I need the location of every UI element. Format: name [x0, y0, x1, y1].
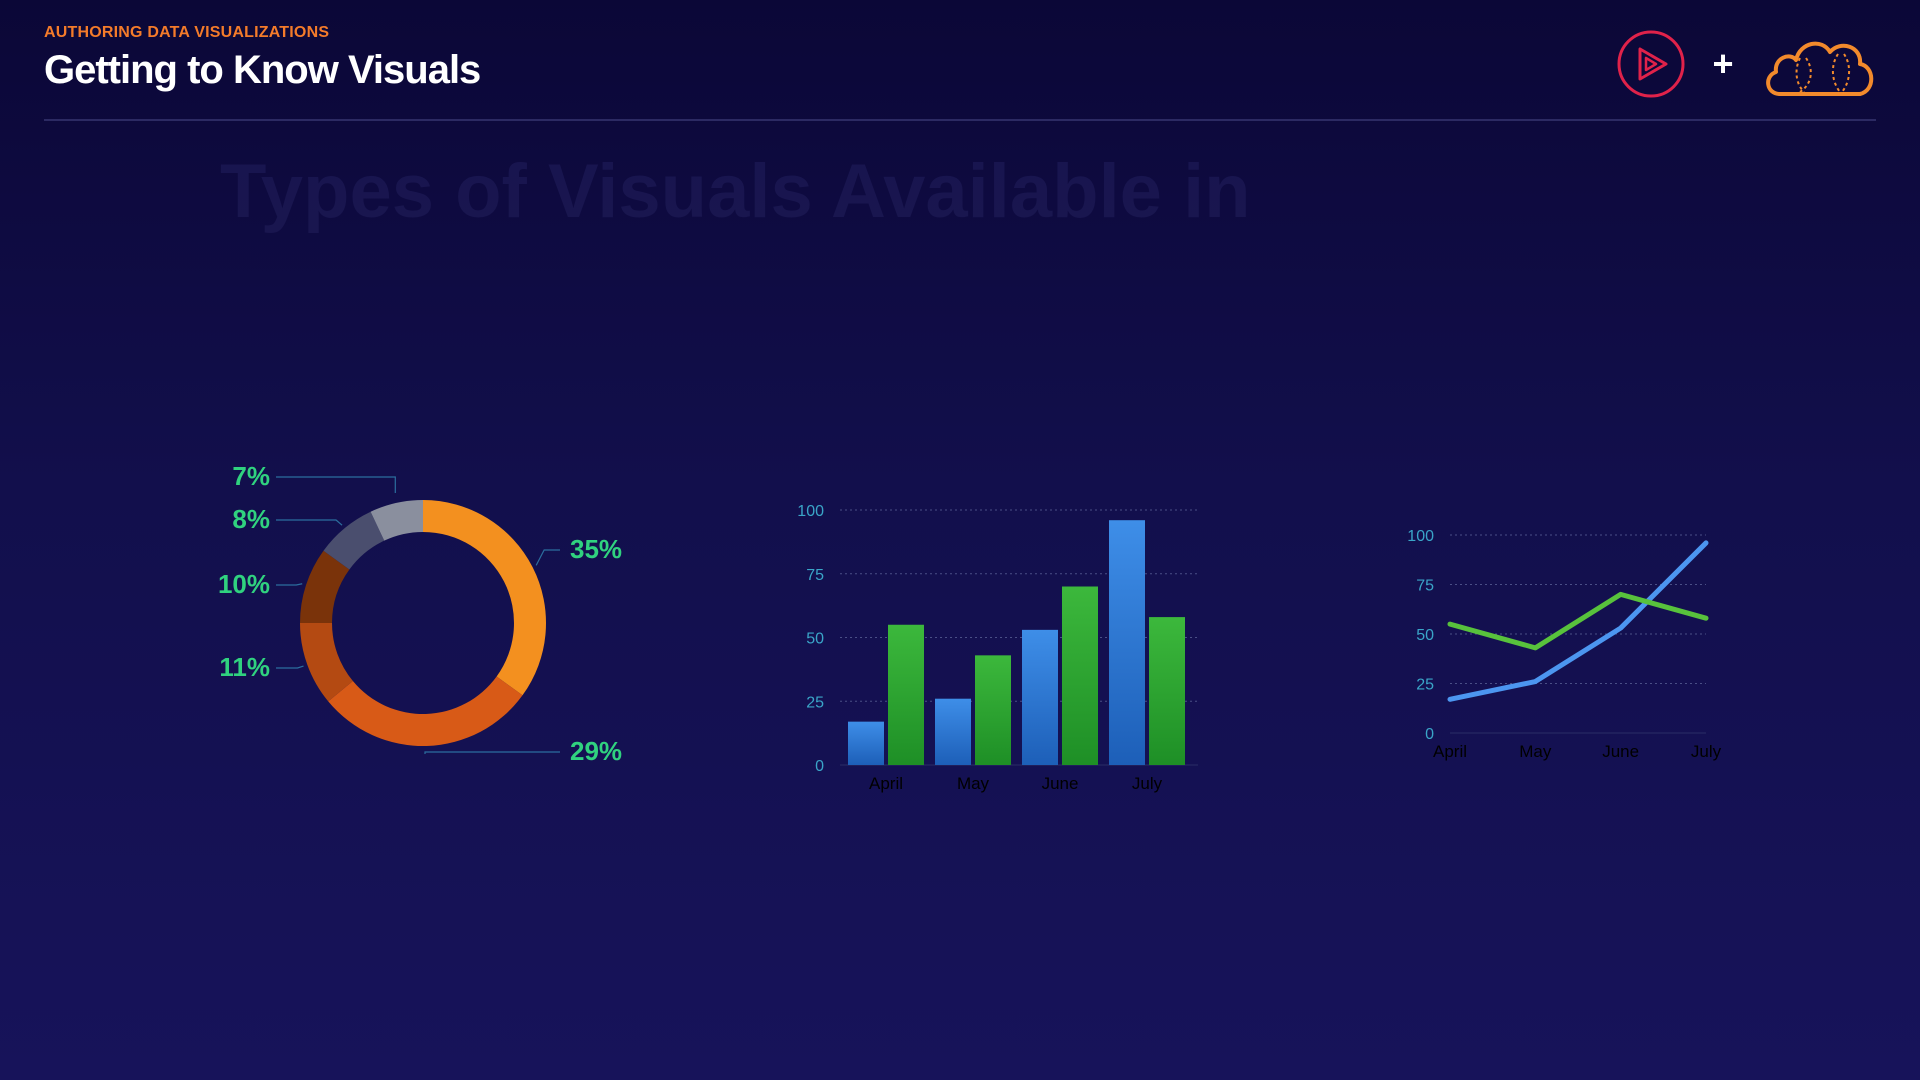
line-chart: 0 25 50 75 100 April May June July — [1407, 528, 1722, 761]
bar — [1149, 617, 1185, 765]
x-category-label: June — [1602, 742, 1639, 761]
bar — [848, 721, 884, 765]
donut-leader-line — [276, 476, 396, 494]
y-tick-label: 25 — [1416, 677, 1434, 694]
donut-leader-line — [424, 751, 560, 754]
bar — [935, 698, 971, 765]
brand-logos: + — [1616, 28, 1878, 100]
donut-slice — [423, 500, 546, 696]
header: AUTHORING DATA VISUALIZATIONS Getting to… — [44, 24, 481, 93]
y-tick-label: 100 — [797, 503, 824, 520]
donut-slice-label: 8% — [232, 504, 270, 534]
ghost-heading: Types of Visuals Available in — [220, 149, 1251, 234]
donut-leader-line — [276, 519, 343, 526]
donut-slice — [300, 623, 353, 702]
donut-slice — [323, 511, 385, 570]
play-logo-icon — [1617, 30, 1685, 98]
x-category-label: April — [869, 774, 903, 793]
donut-slice-label: 35% — [570, 534, 622, 564]
y-tick-label: 0 — [815, 758, 824, 775]
y-tick-label: 25 — [806, 694, 824, 711]
donut-leader-line — [276, 583, 303, 586]
donut-slice — [328, 676, 523, 746]
x-category-label: July — [1691, 742, 1722, 761]
donut-slice-label: 29% — [570, 736, 622, 766]
x-category-label: June — [1042, 774, 1079, 793]
y-tick-label: 75 — [1416, 578, 1434, 595]
bar — [888, 624, 924, 765]
donut-leader-line — [276, 665, 304, 669]
bar-chart: 0 25 50 75 100 April May June July — [797, 503, 1198, 793]
y-tick-label: 100 — [1407, 528, 1434, 545]
donut-slice-label: 11% — [219, 652, 270, 682]
donut-slice-label: 7% — [232, 461, 270, 491]
y-tick-label: 75 — [806, 567, 824, 584]
cloud-logo-icon — [1766, 41, 1874, 96]
header-divider — [44, 119, 1876, 121]
y-tick-label: 50 — [1416, 627, 1434, 644]
course-eyebrow: AUTHORING DATA VISUALIZATIONS — [44, 24, 330, 41]
bar — [1109, 520, 1145, 765]
donut-slice-label: 10% — [218, 569, 270, 599]
x-category-label: July — [1132, 774, 1163, 793]
bar — [975, 655, 1011, 765]
series-line — [1447, 591, 1709, 651]
y-tick-label: 0 — [1425, 726, 1434, 743]
series-line — [1447, 540, 1709, 702]
bar — [1022, 629, 1058, 765]
donut-chart: 35% 29% 11% 10% 8% 7% — [218, 461, 622, 766]
plus-sign: + — [1712, 43, 1734, 84]
donut-slice — [370, 500, 423, 541]
y-tick-label: 50 — [806, 631, 824, 648]
donut-slice — [300, 550, 350, 623]
page-title: Getting to Know Visuals — [44, 48, 481, 92]
x-category-label: May — [1519, 742, 1552, 761]
x-category-label: May — [957, 774, 990, 793]
x-category-label: April — [1433, 742, 1467, 761]
bar — [1062, 586, 1098, 765]
donut-leader-line — [535, 549, 560, 566]
